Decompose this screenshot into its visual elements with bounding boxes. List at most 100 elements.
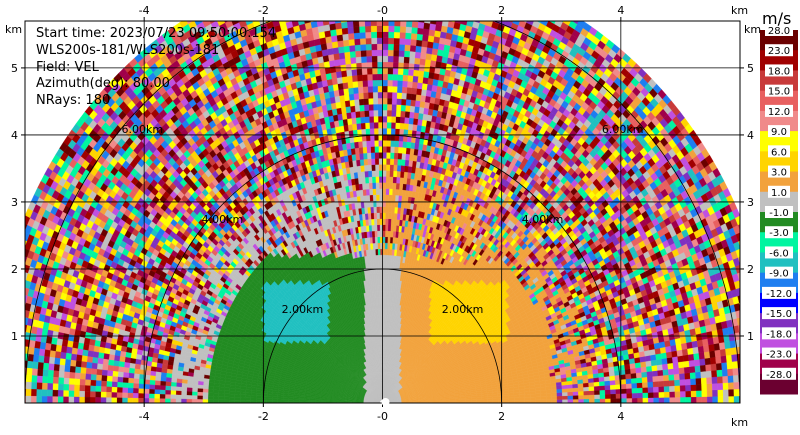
velocity-gate [685, 390, 692, 398]
velocity-gate [629, 362, 636, 369]
velocity-gate [529, 393, 536, 398]
velocity-gate [634, 362, 642, 369]
velocity-gate [693, 352, 700, 361]
velocity-gate [743, 360, 749, 368]
velocity-gate [669, 397, 676, 403]
velocity-gate [604, 380, 611, 386]
velocity-gate [609, 375, 616, 381]
velocity-gate [685, 384, 692, 392]
velocity-gate [673, 373, 680, 381]
velocity-gate [717, 382, 724, 390]
velocity-gate [572, 391, 579, 396]
velocity-gate [741, 286, 748, 295]
velocity-gate [679, 379, 686, 386]
velocity-gate [690, 384, 697, 392]
velocity-gate [752, 344, 758, 352]
velocity-gate [701, 383, 708, 391]
velocity-gate [696, 390, 702, 397]
velocity-gate [717, 389, 724, 397]
velocity-gate [524, 394, 531, 398]
velocity-gate [716, 369, 723, 377]
velocity-gate [709, 350, 716, 358]
velocity-gate [746, 244, 753, 253]
velocity-gate [562, 395, 568, 400]
velocity-gate [668, 379, 675, 387]
velocity-gate [728, 395, 735, 403]
velocity-gate [733, 395, 740, 403]
velocity-gate [684, 372, 691, 380]
velocity-gate [674, 379, 681, 386]
velocity-gate [730, 346, 737, 355]
velocity-gate [635, 367, 642, 374]
velocity-gate [663, 374, 670, 382]
velocity-gate [706, 383, 713, 391]
velocity-gate [722, 382, 729, 390]
velocity-gate [671, 350, 678, 358]
velocity-gate [577, 383, 584, 388]
velocity-gate [528, 11, 536, 19]
velocity-gate [651, 370, 659, 377]
velocity-gate [598, 380, 605, 387]
velocity-gate [713, 342, 721, 351]
velocity-field [25, 11, 761, 403]
velocity-gate [642, 397, 649, 403]
velocity-gate [663, 380, 670, 387]
velocity-gate [620, 383, 627, 390]
velocity-gate [747, 352, 753, 360]
velocity-gate [631, 382, 638, 389]
velocity-gate [583, 398, 590, 403]
velocity-gate [690, 390, 697, 398]
velocity-gate [697, 345, 705, 354]
velocity-gate [508, 395, 515, 399]
velocity-gate [680, 396, 686, 403]
velocity-gate [716, 376, 724, 384]
velocity-gate [693, 359, 701, 367]
velocity-gate [587, 377, 594, 383]
velocity-gate [625, 378, 632, 384]
velocity-gate [582, 378, 589, 384]
velocity-gate [745, 396, 750, 403]
velocity-gate [737, 324, 740, 333]
velocity-gate [676, 349, 683, 357]
velocity-gate [749, 275, 756, 284]
velocity-gate [625, 373, 632, 380]
velocity-gate [582, 382, 589, 388]
velocity-gate [540, 396, 547, 401]
velocity-gate [656, 358, 663, 366]
velocity-gate [658, 391, 665, 398]
velocity-gate [572, 398, 579, 403]
velocity-gate [610, 389, 617, 395]
velocity-gate [588, 386, 595, 391]
velocity-gate [599, 398, 606, 403]
velocity-gate [679, 384, 686, 392]
velocity-gate [731, 360, 739, 369]
velocity-gate [540, 393, 547, 397]
velocity-gate [678, 367, 685, 374]
velocity-gate [578, 394, 585, 400]
velocity-gate [572, 383, 579, 389]
velocity-gate [753, 290, 760, 299]
velocity-gate [540, 389, 547, 394]
velocity-gate [621, 398, 627, 403]
velocity-gate [593, 377, 600, 383]
velocity-gate [748, 359, 754, 367]
velocity-gate [744, 277, 751, 286]
velocity-gate [583, 390, 590, 396]
velocity-gate [636, 382, 643, 389]
velocity-gate [689, 372, 696, 379]
velocity-gate [667, 368, 675, 376]
velocity-gate [747, 345, 753, 353]
velocity-gate [746, 307, 753, 316]
velocity-gate [721, 368, 728, 377]
velocity-gate [624, 368, 631, 375]
velocity-gate [656, 364, 663, 371]
velocity-gate [492, 398, 499, 401]
velocity-gate [696, 396, 703, 403]
velocity-gate [664, 391, 670, 398]
velocity-gate [755, 373, 761, 381]
velocity-gate [727, 375, 734, 383]
velocity-gate [519, 394, 525, 398]
velocity-gate [513, 394, 520, 398]
velocity-gate [754, 321, 760, 329]
velocity-gate [679, 373, 686, 380]
